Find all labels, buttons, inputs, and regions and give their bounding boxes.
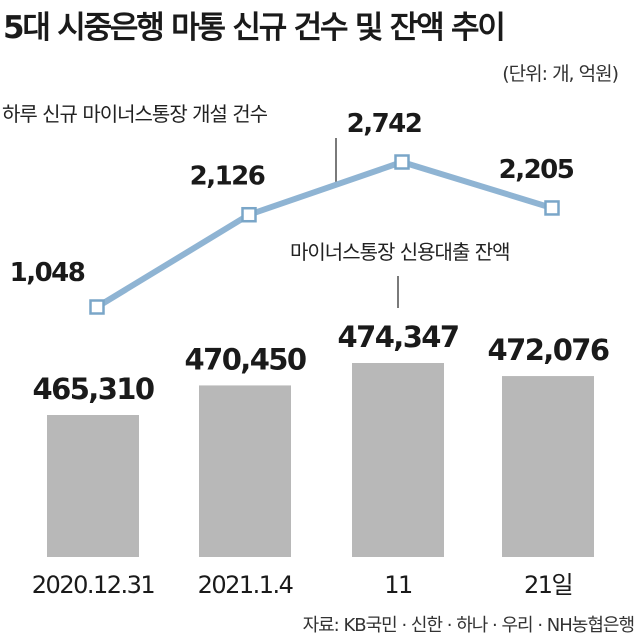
bar-series-label: 마이너스통장 신용대출 잔액	[290, 240, 510, 264]
bar	[199, 385, 291, 557]
bar-data-label: 472,076	[488, 333, 609, 367]
bar	[352, 363, 444, 557]
bar-data-label: 470,450	[185, 342, 306, 376]
line-data-label: 2,126	[190, 162, 265, 192]
bar	[47, 415, 139, 557]
bar	[502, 376, 594, 557]
source-note: 자료: KB국민 · 신한 · 하나 · 우리 · NH농협은행	[303, 615, 634, 636]
line-data-label: 2,205	[499, 155, 574, 185]
unit-label: (단위: 개, 억원)	[502, 63, 618, 85]
category-label: 11	[384, 571, 412, 599]
line-group	[89, 154, 560, 315]
line-point	[89, 299, 105, 315]
line-data-label: 2,742	[347, 109, 422, 139]
bar-data-label: 465,310	[33, 372, 154, 406]
category-label: 2021.1.4	[198, 571, 293, 599]
line-series-label: 하루 신규 마이너스통장 개설 건수	[2, 102, 268, 126]
line-point	[394, 154, 410, 170]
line-data-label: 1,048	[10, 258, 85, 288]
line-point	[544, 200, 560, 216]
line-series	[95, 159, 553, 310]
line-point	[241, 206, 257, 223]
bars-group	[47, 363, 594, 557]
chart-title: 5대 시중은행 마통 신규 건수 및 잔액 추이	[3, 10, 504, 46]
bar-data-label: 474,347	[338, 320, 459, 354]
category-label: 21일	[524, 571, 572, 599]
category-label: 2020.12.31	[32, 571, 155, 599]
labels-group: 465,310 2020.12.31 470,450 2021.1.4 474,347 1…	[10, 109, 611, 599]
